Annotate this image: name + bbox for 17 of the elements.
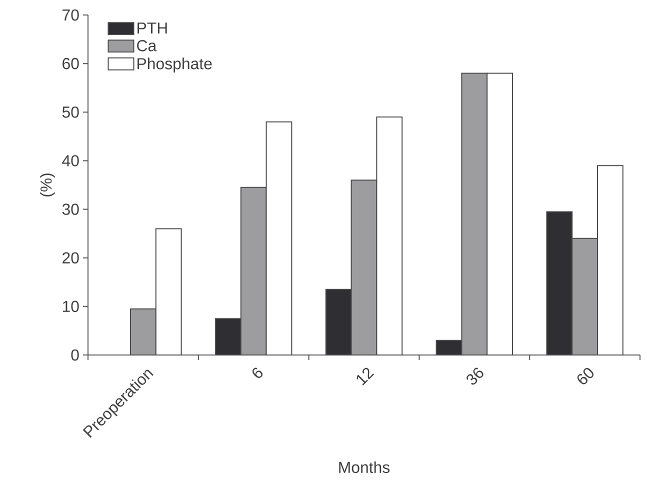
legend-label: Ca xyxy=(137,40,157,52)
y-tick-label: 30 xyxy=(62,204,79,215)
y-axis-title: (%) xyxy=(40,174,55,196)
x-axis-title: Months xyxy=(339,461,390,474)
y-tick-label: 0 xyxy=(71,349,79,361)
legend-label: PTH xyxy=(138,22,167,34)
y-tick-label: 50 xyxy=(62,106,79,118)
y-tick-label: 40 xyxy=(62,155,79,166)
y-tick-label: 60 xyxy=(62,58,79,70)
legend-label: Phosphate xyxy=(138,58,212,72)
x-tick-label: 60 xyxy=(577,368,594,384)
x-tick-label: 12 xyxy=(356,368,374,386)
x-tick-label: 6 xyxy=(252,368,263,378)
x-tick-label: 36 xyxy=(466,368,484,385)
y-tick-label: 70 xyxy=(62,9,79,21)
y-tick-label: 20 xyxy=(62,252,79,264)
y-tick-label: 10 xyxy=(62,300,79,312)
